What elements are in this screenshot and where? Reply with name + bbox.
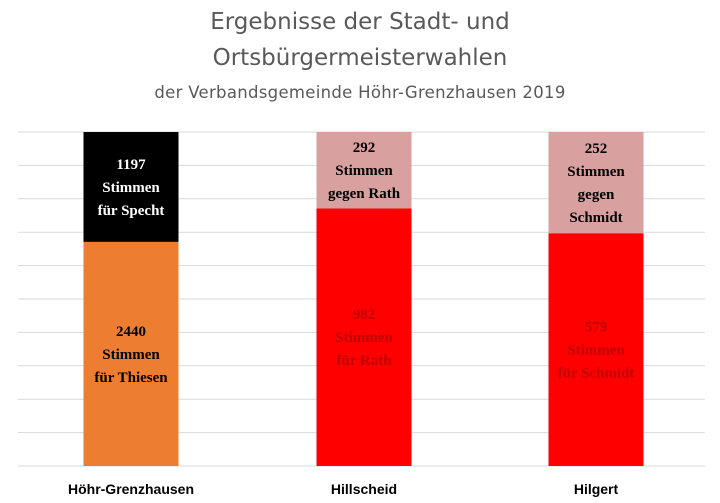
bar-segment — [316, 208, 412, 466]
category-label: Hilgert — [574, 481, 619, 497]
bar-data-label: 2440 Stimmen für Thiesen — [94, 324, 168, 386]
bar-data-label: 1197 Stimmen für Specht — [98, 157, 165, 219]
chart-subtitle: der Verbandsgemeinde Höhr-Grenzhausen 20… — [154, 83, 566, 102]
chart-title-line-1: Ergebnisse der Stadt- und — [210, 9, 510, 35]
category-label: Höhr-Grenzhausen — [68, 481, 194, 497]
bar-segment — [83, 241, 179, 466]
category-labels: Höhr-Grenzhausen Hillscheid Hilgert — [68, 481, 619, 497]
bar-data-label: 982 Stimmen für Rath — [335, 307, 393, 369]
bar-segment — [548, 132, 644, 234]
bar-segment — [83, 132, 179, 242]
bar-segment — [548, 233, 644, 466]
chart-title-line-2: Ortsbürgermeisterwahlen — [212, 45, 508, 71]
category-label: Hillscheid — [331, 481, 397, 497]
bar-data-label: 292 Stimmen gegen Rath — [328, 140, 401, 202]
bar-data-label: 579 Stimmen für Schmidt — [558, 320, 635, 382]
bar-segment — [316, 132, 412, 209]
bar-data-label: 252 Stimmen gegen Schmidt — [567, 141, 625, 226]
bars: 2440 Stimmen für Thiesen 1197 Stimmen für Spe… — [83, 132, 644, 466]
